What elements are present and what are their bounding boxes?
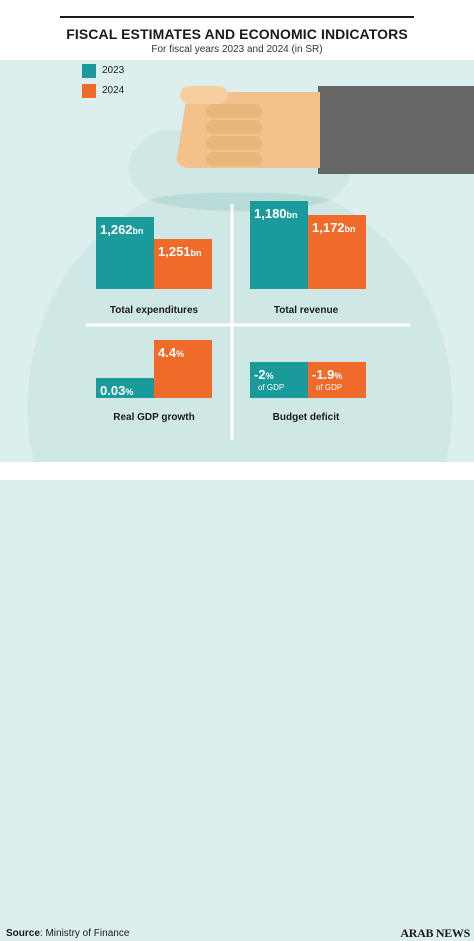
title-rule xyxy=(60,16,414,18)
bar-2-2023 xyxy=(96,378,154,398)
bar-value-label: -1.9% xyxy=(312,367,342,382)
legend-2023: 2023 xyxy=(82,64,124,78)
chart-title-3: Budget deficit xyxy=(273,412,340,423)
chart-title-2: Real GDP growth xyxy=(113,412,195,423)
source-label: Source xyxy=(6,928,40,939)
bag-illustration: 1,262bn 1,251bn Total expenditures 1,180bn 1… xyxy=(27,86,474,480)
legend-swatch-2024 xyxy=(82,84,96,98)
brand-logo: ARAB NEWS xyxy=(400,926,470,940)
bar-3-2023 xyxy=(250,362,308,398)
footer: Source: Ministry of Finance ARAB NEWS xyxy=(0,462,474,940)
bar-0-2023 xyxy=(96,217,154,289)
chart-title-1: Total revenue xyxy=(274,305,339,316)
bag-shape xyxy=(27,130,453,480)
bar-note-label: of GDP xyxy=(316,383,342,392)
legend-label-2023: 2023 xyxy=(102,65,125,76)
bar-value-label: 1,251bn xyxy=(158,244,202,259)
bar-value-label: 0.03% xyxy=(100,383,133,398)
bar-value-label: 1,172bn xyxy=(312,220,356,235)
bar-1-2024 xyxy=(308,215,366,289)
bar-0-2024 xyxy=(154,239,212,289)
bar-value-label: 1,262bn xyxy=(100,222,144,237)
bar-note-label: of GDP xyxy=(258,383,284,392)
bar-3-2024 xyxy=(308,362,366,398)
bar-2-2024 xyxy=(154,340,212,398)
bar-value-label: -2% xyxy=(254,367,274,382)
source-note: Source: Ministry of Finance xyxy=(6,928,129,939)
chart-title-0: Total expenditures xyxy=(110,305,199,316)
sleeve xyxy=(318,86,474,174)
hand-icon xyxy=(176,86,320,168)
bar-1-2023 xyxy=(250,201,308,289)
legend-swatch-2023 xyxy=(82,64,96,78)
bar-value-label: 1,180bn xyxy=(254,206,298,221)
legend-2024: 2024 xyxy=(82,84,124,98)
page-title: FISCAL ESTIMATES AND ECONOMIC INDICATORS xyxy=(66,26,408,42)
header: FISCAL ESTIMATES AND ECONOMIC INDICATORS… xyxy=(0,0,474,60)
charts-layer: 1,262bn 1,251bn Total expenditures 1,180bn 1… xyxy=(96,201,366,423)
page-subtitle: For fiscal years 2023 and 2024 (in SR) xyxy=(151,44,323,55)
bar-value-label: 4.4% xyxy=(158,345,184,360)
legend-label-2024: 2024 xyxy=(102,85,125,96)
source-text: : Ministry of Finance xyxy=(39,928,130,939)
